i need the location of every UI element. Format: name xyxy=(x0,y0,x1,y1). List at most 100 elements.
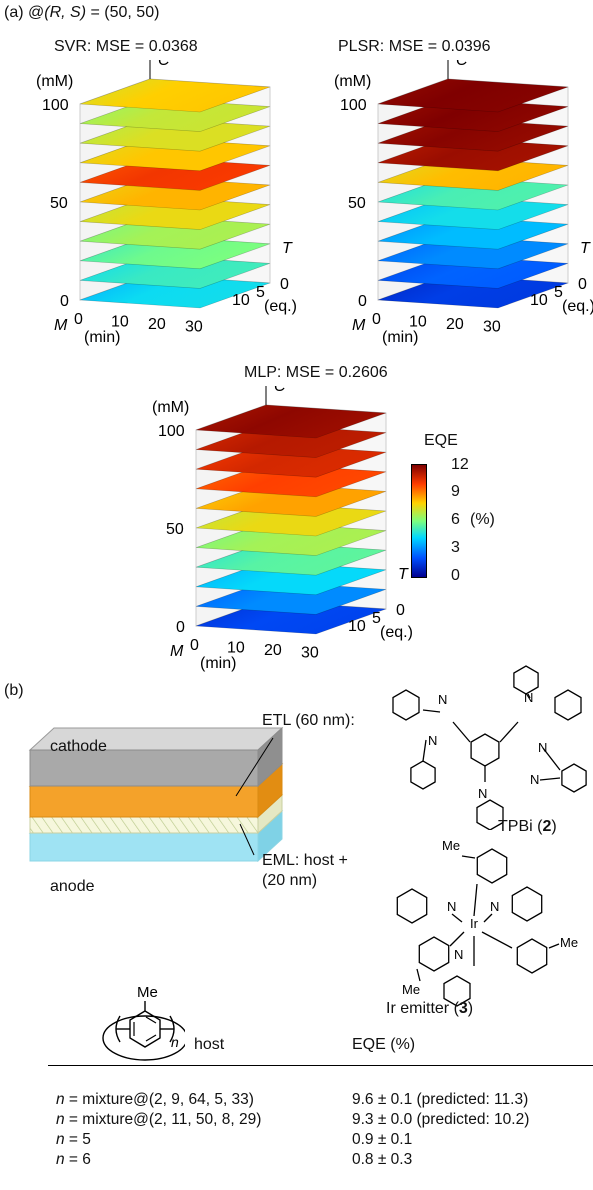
colorbar-tick: 3 xyxy=(451,539,460,556)
bond-line xyxy=(481,931,513,949)
t-axis-unit: (eq.) xyxy=(562,298,593,315)
tolyl-ring xyxy=(476,848,508,884)
mlp-plot-title: MLP: MSE = 0.2606 xyxy=(244,364,388,381)
table-row: n = 5 xyxy=(56,1131,91,1148)
tpbi-label: TPBi (2) xyxy=(498,818,557,835)
pyridine-ring xyxy=(511,886,543,922)
atom-label: Me xyxy=(560,935,578,950)
ir-emitter-label: Ir emitter (3) xyxy=(386,1000,474,1017)
t-axis-label: T xyxy=(580,240,591,257)
eml-label: EML: host + xyxy=(262,852,348,869)
atom-label: N xyxy=(524,690,533,705)
m-tick-label: 10 xyxy=(409,314,427,331)
atom-label: Ir xyxy=(470,916,479,931)
atom-label: N xyxy=(478,786,487,801)
t-axis-unit: (eq.) xyxy=(380,624,413,641)
m-tick-label: 30 xyxy=(185,319,203,336)
m-axis-unit: (min) xyxy=(382,329,418,346)
t-tick-label: 5 xyxy=(372,610,381,627)
t-tick-label: 10 xyxy=(232,292,250,309)
c-axis-unit: (mM) xyxy=(152,399,189,416)
table-row: n = mixture@(2, 9, 64, 5, 33) xyxy=(56,1091,254,1108)
bond-line xyxy=(542,747,561,771)
condition-value: = (50, 50) xyxy=(86,4,160,21)
plsr-plot-title: PLSR: MSE = 0.0396 xyxy=(338,38,491,55)
benzimidazole-ring xyxy=(476,799,504,830)
bond-line xyxy=(499,721,519,743)
m-axis-unit: (min) xyxy=(84,329,120,346)
atom-label: N xyxy=(490,899,499,914)
c-tick-label: 100 xyxy=(42,97,69,114)
c-tick-label: 50 xyxy=(348,195,366,212)
eml-thickness-label: (20 nm) xyxy=(262,872,318,889)
bond-line xyxy=(449,931,465,947)
colorbar-tick: 9 xyxy=(451,483,460,500)
condition-prefix: @ xyxy=(28,4,45,21)
atom-label: N xyxy=(530,772,539,787)
colorbar-tick: 12 xyxy=(451,456,469,473)
m-axis-label: M xyxy=(352,317,366,334)
c-tick-label: 0 xyxy=(60,293,69,310)
c-axis-label: C xyxy=(456,60,468,69)
m-tick-label: 10 xyxy=(111,314,129,331)
host-me-label: Me xyxy=(137,984,158,1001)
m-tick-label: 30 xyxy=(301,645,319,662)
c-tick-label: 50 xyxy=(50,195,68,212)
panel-a-header: (a) @(R, S) = (50, 50) xyxy=(4,4,159,22)
t-tick-label: 10 xyxy=(530,292,548,309)
bond-line xyxy=(539,777,561,781)
tolyl-ring xyxy=(418,936,450,972)
bond-line xyxy=(452,721,471,743)
t-axis-unit: (eq.) xyxy=(264,298,297,315)
eqe-surface-slice xyxy=(195,404,387,439)
phenyl-ring xyxy=(410,760,436,790)
m-tick-label: 0 xyxy=(74,311,83,328)
bond-line xyxy=(527,693,531,699)
t-axis-label: T xyxy=(398,566,409,583)
phenyl-ring xyxy=(561,763,587,793)
c-axis-unit: (mM) xyxy=(334,73,371,90)
atom-label: N xyxy=(454,947,463,962)
oled-device-diagram xyxy=(28,726,284,863)
benzimidazole-ring xyxy=(392,689,420,721)
panel-a-label: (a) xyxy=(4,4,24,21)
table-cell-eqe: 9.6 ± 0.1 (predicted: 11.3) xyxy=(352,1091,529,1108)
etl-label: ETL (60 nm): xyxy=(262,712,355,729)
atom-label: Me xyxy=(442,838,460,853)
m-tick-label: 20 xyxy=(148,316,166,333)
bond-line xyxy=(451,913,463,923)
host-n-label: n xyxy=(171,1034,179,1050)
t-tick-label: 0 xyxy=(578,276,587,293)
colorbar-gradient xyxy=(411,464,427,578)
panel-b-label: (b) xyxy=(4,682,24,699)
t-tick-label: 0 xyxy=(280,276,289,293)
tpbi-structure: N N N N N N xyxy=(392,665,587,830)
atom-label: N xyxy=(428,733,437,748)
table-cell-eqe: 0.8 ± 0.3 xyxy=(352,1151,413,1168)
m-axis-unit: (min) xyxy=(200,655,236,672)
bond-line xyxy=(548,943,560,949)
eqe-surface-slice xyxy=(377,78,569,113)
col-header-eqe: EQE (%) xyxy=(352,1036,416,1053)
bond-line xyxy=(461,855,476,859)
m-tick-label: 10 xyxy=(227,640,245,657)
c-axis-label: C xyxy=(158,60,170,69)
cathode-layer xyxy=(28,726,284,788)
ir-emitter-structure: Ir N N N Me Me Me xyxy=(396,838,578,1007)
benzimidazole-ring xyxy=(554,689,582,721)
t-tick-label: 10 xyxy=(348,618,366,635)
colorbar-tick: 6 xyxy=(451,511,460,528)
c-tick-label: 0 xyxy=(358,293,367,310)
m-tick-label: 30 xyxy=(483,319,501,336)
etl-leader-line xyxy=(235,737,274,797)
colorbar-title: EQE xyxy=(424,432,458,449)
pyridine-ring xyxy=(443,975,471,1007)
pyridine-ring xyxy=(396,888,428,924)
m-axis-label: M xyxy=(170,643,184,660)
t-tick-label: 5 xyxy=(554,284,563,301)
atom-label: Me xyxy=(402,982,420,997)
anode-label: anode xyxy=(50,878,95,895)
